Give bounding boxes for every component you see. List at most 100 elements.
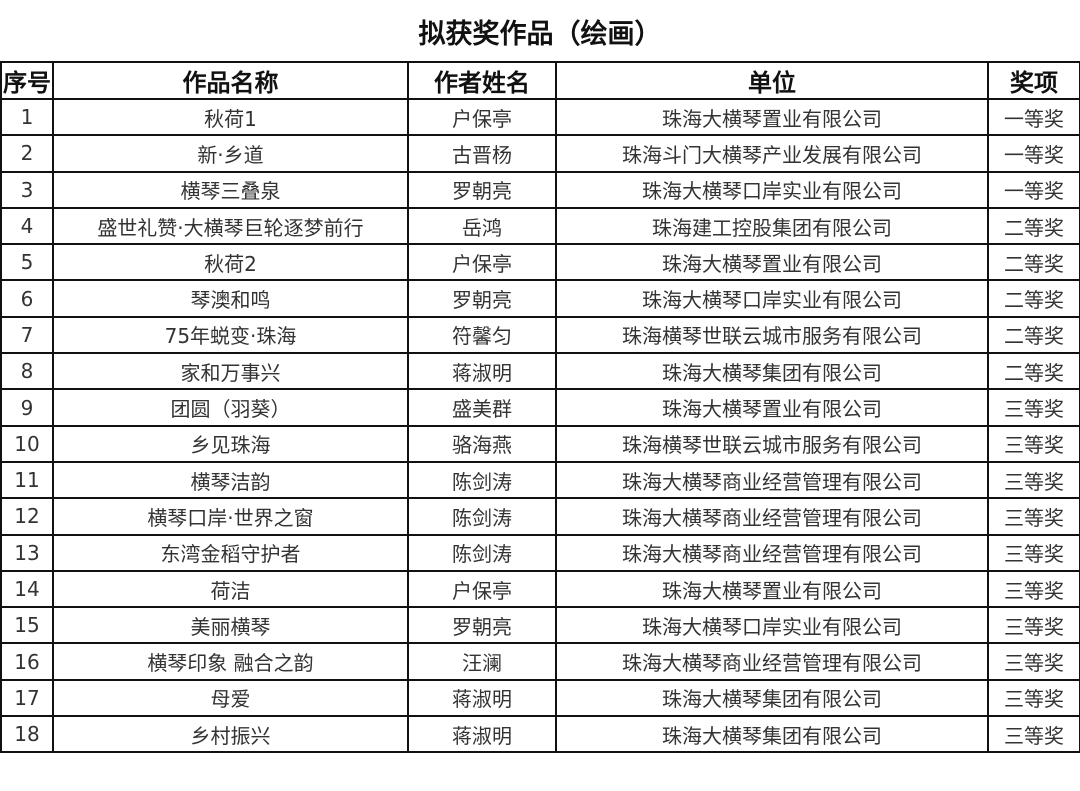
header-col-author: 作者姓名 xyxy=(407,61,557,100)
cell-col-work-name: 家和万事兴 xyxy=(52,352,409,391)
cell-col-award: 三等奖 xyxy=(987,569,1080,609)
cell-col-award: 三等奖 xyxy=(987,460,1080,500)
table-row: 4 盛世礼赞·大横琴巨轮逐梦前行 岳鸿 珠海建工控股集团有限公司 二等奖 xyxy=(0,206,1080,246)
cell-col-award: 二等奖 xyxy=(987,206,1080,246)
cell-col-award: 二等奖 xyxy=(987,243,1080,282)
header-col-index: 序号 xyxy=(0,61,54,100)
cell-col-index: 4 xyxy=(0,206,54,246)
cell-col-author: 陈剑涛 xyxy=(407,497,557,536)
cell-col-index: 14 xyxy=(0,569,54,609)
cell-col-work-name: 75年蜕变·珠海 xyxy=(52,315,409,355)
cell-col-author: 户保亭 xyxy=(407,569,557,609)
table-row: 9 团圆（羽葵） 盛美群 珠海大横琴置业有限公司 三等奖 xyxy=(0,388,1080,427)
award-table: 序号 作品名称 作者姓名 单位 奖项 1 秋荷1 户保亭 珠海大横琴置业有限公司 一等奖 2 新·乡… xyxy=(0,61,1080,754)
cell-col-work-name: 美丽横琴 xyxy=(52,606,409,645)
cell-col-author: 户保亭 xyxy=(407,243,557,282)
cell-col-work-name: 横琴三叠泉 xyxy=(52,170,409,209)
cell-col-unit: 珠海大横琴置业有限公司 xyxy=(555,97,989,137)
cell-col-award: 一等奖 xyxy=(987,97,1080,137)
cell-col-award: 三等奖 xyxy=(987,424,1080,463)
table-row: 17 母爱 蒋淑明 珠海大横琴集团有限公司 三等奖 xyxy=(0,678,1080,718)
cell-col-unit: 珠海大横琴置业有限公司 xyxy=(555,388,989,427)
cell-col-index: 8 xyxy=(0,352,54,391)
cell-col-work-name: 东湾金稻守护者 xyxy=(52,533,409,572)
cell-col-work-name: 荷洁 xyxy=(52,569,409,609)
cell-col-author: 罗朝亮 xyxy=(407,606,557,645)
cell-col-unit: 珠海大横琴集团有限公司 xyxy=(555,678,989,718)
cell-col-index: 16 xyxy=(0,642,54,681)
cell-col-work-name: 母爱 xyxy=(52,678,409,718)
cell-col-author: 罗朝亮 xyxy=(407,170,557,209)
cell-col-author: 罗朝亮 xyxy=(407,279,557,318)
table-row: 14 荷洁 户保亭 珠海大横琴置业有限公司 三等奖 xyxy=(0,569,1080,609)
cell-col-work-name: 新·乡道 xyxy=(52,134,409,173)
cell-col-work-name: 横琴印象 融合之韵 xyxy=(52,642,409,681)
cell-col-award: 三等奖 xyxy=(987,642,1080,681)
cell-col-unit: 珠海大横琴商业经营管理有限公司 xyxy=(555,497,989,536)
cell-col-unit: 珠海横琴世联云城市服务有限公司 xyxy=(555,424,989,463)
cell-col-author: 盛美群 xyxy=(407,388,557,427)
cell-col-award: 二等奖 xyxy=(987,352,1080,391)
cell-col-work-name: 横琴洁韵 xyxy=(52,460,409,500)
cell-col-unit: 珠海大横琴集团有限公司 xyxy=(555,715,989,754)
table-row: 11 横琴洁韵 陈剑涛 珠海大横琴商业经营管理有限公司 三等奖 xyxy=(0,460,1080,500)
table-row: 8 家和万事兴 蒋淑明 珠海大横琴集团有限公司 二等奖 xyxy=(0,352,1080,391)
cell-col-author: 符馨匀 xyxy=(407,315,557,355)
cell-col-author: 户保亭 xyxy=(407,97,557,137)
table-row: 18 乡村振兴 蒋淑明 珠海大横琴集团有限公司 三等奖 xyxy=(0,715,1080,754)
cell-col-index: 12 xyxy=(0,497,54,536)
table-row: 16 横琴印象 融合之韵 汪澜 珠海大横琴商业经营管理有限公司 三等奖 xyxy=(0,642,1080,681)
cell-col-author: 骆海燕 xyxy=(407,424,557,463)
cell-col-unit: 珠海建工控股集团有限公司 xyxy=(555,206,989,246)
cell-col-work-name: 乡见珠海 xyxy=(52,424,409,463)
cell-col-award: 三等奖 xyxy=(987,497,1080,536)
cell-col-unit: 珠海大横琴集团有限公司 xyxy=(555,352,989,391)
cell-col-author: 蒋淑明 xyxy=(407,678,557,718)
cell-col-work-name: 乡村振兴 xyxy=(52,715,409,754)
cell-col-unit: 珠海大横琴口岸实业有限公司 xyxy=(555,279,989,318)
cell-col-unit: 珠海大横琴口岸实业有限公司 xyxy=(555,606,989,645)
cell-col-author: 汪澜 xyxy=(407,642,557,681)
header-col-award: 奖项 xyxy=(987,61,1080,100)
header-col-work-name: 作品名称 xyxy=(52,61,409,100)
cell-col-award: 三等奖 xyxy=(987,533,1080,572)
cell-col-unit: 珠海横琴世联云城市服务有限公司 xyxy=(555,315,989,355)
table-row: 3 横琴三叠泉 罗朝亮 珠海大横琴口岸实业有限公司 一等奖 xyxy=(0,170,1080,209)
cell-col-index: 17 xyxy=(0,678,54,718)
cell-col-author: 陈剑涛 xyxy=(407,460,557,500)
table-row: 15 美丽横琴 罗朝亮 珠海大横琴口岸实业有限公司 三等奖 xyxy=(0,606,1080,645)
cell-col-index: 15 xyxy=(0,606,54,645)
cell-col-work-name: 秋荷2 xyxy=(52,243,409,282)
cell-col-index: 1 xyxy=(0,97,54,137)
cell-col-index: 3 xyxy=(0,170,54,209)
table-header-row: 序号 作品名称 作者姓名 单位 奖项 xyxy=(0,61,1080,100)
cell-col-award: 二等奖 xyxy=(987,279,1080,318)
cell-col-index: 13 xyxy=(0,533,54,572)
cell-col-index: 11 xyxy=(0,460,54,500)
table-row: 13 东湾金稻守护者 陈剑涛 珠海大横琴商业经营管理有限公司 三等奖 xyxy=(0,533,1080,572)
cell-col-unit: 珠海大横琴口岸实业有限公司 xyxy=(555,170,989,209)
cell-col-author: 蒋淑明 xyxy=(407,352,557,391)
cell-col-award: 一等奖 xyxy=(987,134,1080,173)
cell-col-unit: 珠海斗门大横琴产业发展有限公司 xyxy=(555,134,989,173)
cell-col-index: 10 xyxy=(0,424,54,463)
cell-col-author: 古晋杨 xyxy=(407,134,557,173)
table-row: 6 琴澳和鸣 罗朝亮 珠海大横琴口岸实业有限公司 二等奖 xyxy=(0,279,1080,318)
cell-col-award: 一等奖 xyxy=(987,170,1080,209)
cell-col-author: 陈剑涛 xyxy=(407,533,557,572)
cell-col-award: 二等奖 xyxy=(987,315,1080,355)
cell-col-award: 三等奖 xyxy=(987,715,1080,754)
cell-col-unit: 珠海大横琴商业经营管理有限公司 xyxy=(555,533,989,572)
cell-col-work-name: 盛世礼赞·大横琴巨轮逐梦前行 xyxy=(52,206,409,246)
cell-col-work-name: 团圆（羽葵） xyxy=(52,388,409,427)
page-title: 拟获奖作品（绘画） xyxy=(418,19,662,50)
cell-col-index: 6 xyxy=(0,279,54,318)
table-row: 1 秋荷1 户保亭 珠海大横琴置业有限公司 一等奖 xyxy=(0,97,1080,137)
cell-col-work-name: 琴澳和鸣 xyxy=(52,279,409,318)
cell-col-index: 9 xyxy=(0,388,54,427)
header-col-unit: 单位 xyxy=(555,61,989,100)
cell-col-index: 2 xyxy=(0,134,54,173)
cell-col-unit: 珠海大横琴置业有限公司 xyxy=(555,243,989,282)
cell-col-index: 5 xyxy=(0,243,54,282)
cell-col-work-name: 横琴口岸·世界之窗 xyxy=(52,497,409,536)
